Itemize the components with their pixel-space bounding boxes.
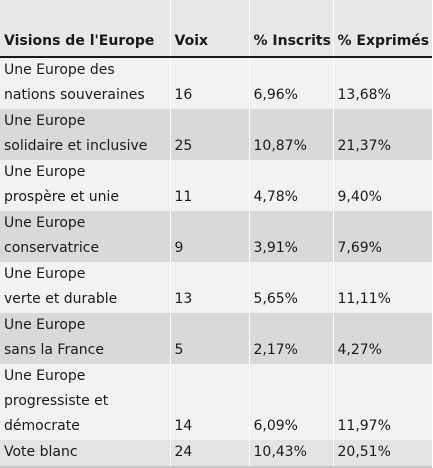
vision-label-line: Une Europe xyxy=(4,266,86,282)
vision-label-line: conservatrice xyxy=(4,240,100,256)
cell-voix: 13 xyxy=(170,262,250,313)
vision-label-line: progressiste et xyxy=(4,393,109,409)
cell-inscrits: 6,96% xyxy=(249,57,334,109)
vision-label-line: Une Europe des xyxy=(4,62,115,78)
cell-exprimes: 11,97% xyxy=(333,364,432,440)
table-row: Vote blanc 24 10,43% 20,51% xyxy=(0,440,432,468)
cell-exprimes: 11,11% xyxy=(333,262,432,313)
vision-label-line: Une Europe xyxy=(4,368,86,384)
header-row: Visions de l'Europe Voix % Inscrits % Ex… xyxy=(0,0,432,58)
vision-label-line: solidaire et inclusive xyxy=(4,138,148,154)
table-row: Une Europe des nations souveraines 16 6,96%… xyxy=(0,57,432,109)
cell-vision: Une Europe conservatrice xyxy=(0,211,171,262)
cell-voix: 5 xyxy=(170,313,250,364)
table-row: Une Europe progressiste et démocrate 14 6,09… xyxy=(0,364,432,440)
cell-vision: Une Europe solidaire et inclusive xyxy=(0,109,171,160)
table-row: Une Europe prospère et unie 11 4,78% 9,40% xyxy=(0,160,432,211)
cell-exprimes: 20,51% xyxy=(333,440,432,468)
header-inscrits: % Inscrits xyxy=(249,0,334,58)
cell-inscrits: 6,09% xyxy=(249,364,334,440)
cell-inscrits: 5,65% xyxy=(249,262,334,313)
cell-vision: Une Europe des nations souveraines xyxy=(0,57,171,109)
cell-inscrits: 3,91% xyxy=(249,211,334,262)
vision-label-line: prospère et unie xyxy=(4,189,120,205)
cell-vision: Une Europe progressiste et démocrate xyxy=(0,364,171,440)
table-row: Une Europe conservatrice 9 3,91% 7,69% xyxy=(0,211,432,262)
vision-label-line: Une Europe xyxy=(4,113,86,129)
header-vision: Visions de l'Europe xyxy=(0,0,171,58)
table-row: Une Europe verte et durable 13 5,65% 11,11% xyxy=(0,262,432,313)
cell-voix: 25 xyxy=(170,109,250,160)
vision-label-line: Une Europe xyxy=(4,164,86,180)
vision-label-line: Vote blanc xyxy=(4,444,78,460)
header-exprimes: % Exprimés xyxy=(333,0,432,58)
cell-exprimes: 9,40% xyxy=(333,160,432,211)
cell-inscrits: 10,87% xyxy=(249,109,334,160)
cell-voix: 24 xyxy=(170,440,250,468)
table-header: Visions de l'Europe Voix % Inscrits % Ex… xyxy=(0,0,432,58)
cell-vision: Vote blanc xyxy=(0,440,171,468)
cell-vision: Une Europe verte et durable xyxy=(0,262,171,313)
cell-exprimes: 4,27% xyxy=(333,313,432,364)
cell-exprimes: 13,68% xyxy=(333,57,432,109)
vision-label-line: Une Europe xyxy=(4,215,86,231)
cell-voix: 14 xyxy=(170,364,250,440)
cell-vision: Une Europe sans la France xyxy=(0,313,171,364)
cell-voix: 11 xyxy=(170,160,250,211)
vision-label-line: nations souveraines xyxy=(4,87,145,103)
vision-label-line: Une Europe xyxy=(4,317,86,333)
cell-inscrits: 2,17% xyxy=(249,313,334,364)
cell-voix: 16 xyxy=(170,57,250,109)
cell-vision: Une Europe prospère et unie xyxy=(0,160,171,211)
vision-label-line: démocrate xyxy=(4,418,80,434)
table-row: Une Europe solidaire et inclusive 25 10,87%… xyxy=(0,109,432,160)
cell-exprimes: 7,69% xyxy=(333,211,432,262)
vision-label-line: verte et durable xyxy=(4,291,118,307)
table-row: Une Europe sans la France 5 2,17% 4,27% xyxy=(0,313,432,364)
cell-voix: 9 xyxy=(170,211,250,262)
vision-label-line: sans la France xyxy=(4,342,104,358)
cell-exprimes: 21,37% xyxy=(333,109,432,160)
cell-inscrits: 4,78% xyxy=(249,160,334,211)
cell-inscrits: 10,43% xyxy=(249,440,334,468)
header-voix: Voix xyxy=(170,0,250,58)
table-body: Une Europe des nations souveraines 16 6,96%… xyxy=(0,57,432,468)
